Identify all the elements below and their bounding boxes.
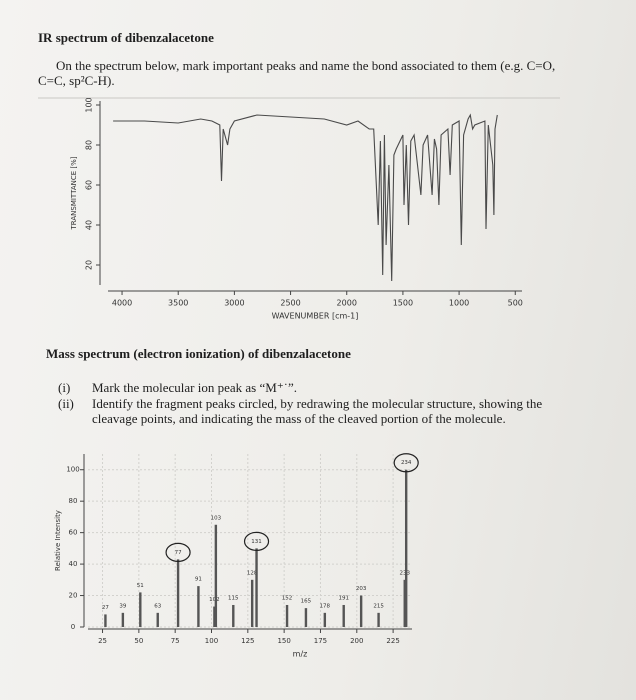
peak-label: 51 <box>137 583 144 589</box>
circle-annotation <box>393 453 419 473</box>
peak-bar <box>139 592 142 627</box>
peak-bar <box>214 524 218 627</box>
peak-label: 234 <box>401 460 412 466</box>
peak-label: 102 <box>209 597 220 603</box>
x-axis-title: WAVENUMBER [cm-1] <box>272 312 359 321</box>
item-text: Identify the fragment peaks circled, by … <box>92 396 543 426</box>
peak-bar <box>121 612 125 627</box>
item-marker: (ii) <box>58 396 74 411</box>
x-tick-label: 75 <box>171 637 180 645</box>
peak-bar <box>176 559 180 627</box>
peak-label: 165 <box>301 599 312 605</box>
peak-label: 215 <box>373 603 384 609</box>
peak-label: 203 <box>356 586 367 592</box>
x-tick-label: 125 <box>241 637 254 645</box>
y-tick-label: 80 <box>85 140 94 150</box>
x-tick-label: 4000 <box>112 299 132 308</box>
x-tick-label: 2000 <box>337 299 357 308</box>
x-tick-label: 50 <box>134 637 143 645</box>
circle-annotation <box>165 542 191 562</box>
y-tick-label: 80 <box>69 497 78 505</box>
peak-label: 77 <box>175 550 182 556</box>
y-tick-label: 40 <box>69 560 78 568</box>
x-tick-label: 1500 <box>393 299 413 308</box>
instructions: On the spectrum below, mark important pe… <box>38 58 556 88</box>
y-tick-label: 40 <box>85 220 94 230</box>
x-tick-label: 25 <box>98 637 107 645</box>
peak-bar <box>255 548 258 627</box>
x-axis-title: m/z <box>293 650 308 659</box>
peak-bar <box>342 604 345 627</box>
peak-label: 131 <box>251 539 262 545</box>
y-tick-label: 20 <box>69 592 78 600</box>
peak-label: 27 <box>102 605 109 611</box>
x-tick-label: 225 <box>386 637 399 645</box>
spectrum-line <box>113 113 498 282</box>
y-tick-label: 100 <box>85 97 94 112</box>
y-tick-label: 100 <box>66 466 79 474</box>
peak-label: 233 <box>399 570 410 576</box>
x-tick-label: 200 <box>350 637 363 645</box>
peak-bar <box>323 612 327 627</box>
peak-label: 91 <box>195 577 202 583</box>
circle-annotation <box>243 531 270 551</box>
item-marker: (i) <box>58 380 71 395</box>
peak-label: 39 <box>119 603 126 609</box>
peak-label: 63 <box>154 603 161 609</box>
y-tick-label: 60 <box>85 180 94 190</box>
x-tick-label: 3500 <box>168 299 188 308</box>
peak-bar <box>285 604 289 627</box>
heading: IR spectrum of dibenzalacetone <box>38 30 214 45</box>
peak-bar <box>304 608 308 627</box>
y-tick-label: 60 <box>69 529 78 537</box>
y-tick-label: 20 <box>85 260 94 270</box>
x-tick-label: 100 <box>205 637 218 645</box>
peak-bar <box>403 579 406 627</box>
peak-label: 191 <box>338 595 349 601</box>
peak-bar <box>250 579 254 627</box>
peak-bar <box>197 586 200 627</box>
section-heading: Mass spectrum (electron ionization) of d… <box>46 346 351 361</box>
x-tick-label: 500 <box>508 299 523 308</box>
peak-label: 103 <box>211 515 222 521</box>
y-tick-label: 0 <box>71 623 75 631</box>
peak-bar <box>156 612 159 627</box>
peak-bar <box>104 614 107 627</box>
x-tick-label: 3000 <box>224 299 244 308</box>
item-text: Mark the molecular ion peak as “M⁺˙”. <box>92 380 298 395</box>
peak-label: 128 <box>247 570 258 576</box>
peak-label: 115 <box>228 595 239 601</box>
x-tick-label: 150 <box>277 637 290 645</box>
peak-bar <box>232 604 235 627</box>
peak-label: 152 <box>282 595 293 601</box>
x-tick-label: 1000 <box>449 299 469 308</box>
y-axis-title: Relative Intensity <box>54 510 62 571</box>
peak-bar <box>359 595 363 627</box>
x-tick-label: 175 <box>314 637 327 645</box>
x-tick-label: 2500 <box>280 299 300 308</box>
peak-bar <box>377 612 380 627</box>
peak-label: 178 <box>320 603 331 609</box>
y-axis-title: TRANSMITTANCE [%] <box>70 156 78 230</box>
peak-bar <box>213 606 216 627</box>
peak-bar <box>404 469 408 627</box>
